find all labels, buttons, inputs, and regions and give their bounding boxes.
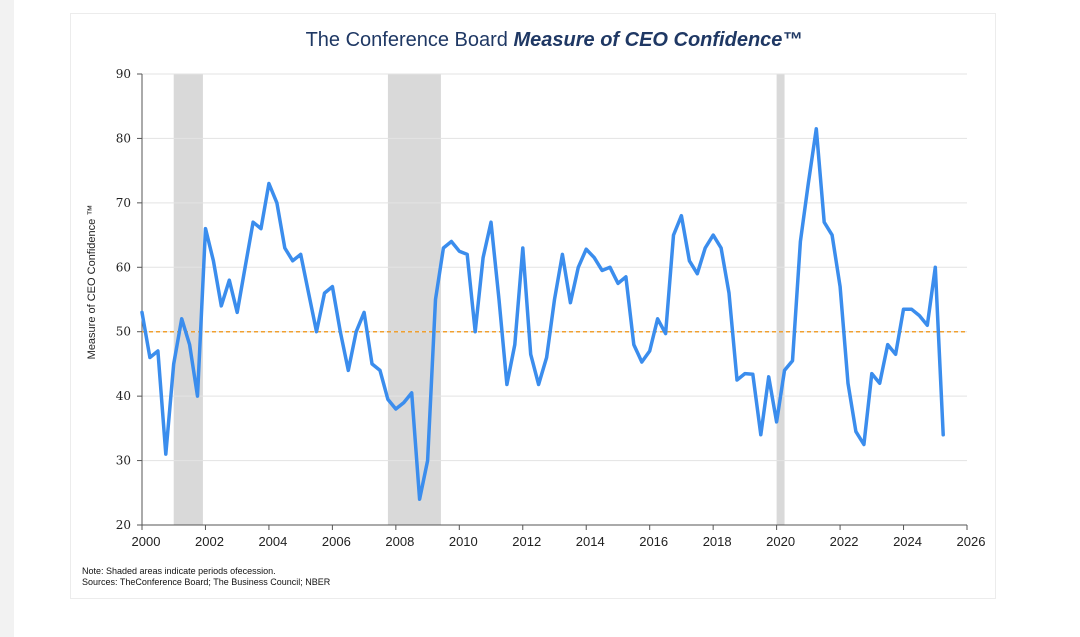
x-tick-label-2022: 2022 bbox=[830, 534, 859, 549]
x-tick-label-2016: 2016 bbox=[639, 534, 668, 549]
x-tick-label-2008: 2008 bbox=[385, 534, 414, 549]
y-tick-label-40: 40 bbox=[116, 389, 131, 403]
y-tick-label-90: 90 bbox=[116, 67, 131, 81]
recession-band-1 bbox=[387, 74, 441, 525]
x-tick-label-2014: 2014 bbox=[576, 534, 605, 549]
series-layer bbox=[140, 127, 945, 501]
chart-title-emphasis: Measure of CEO Confidence™ bbox=[513, 29, 803, 51]
chart-title: The Conference Board Measure of CEO Conf… bbox=[0, 29, 1080, 52]
y-tick-label-80: 80 bbox=[116, 131, 131, 145]
y-tick-label-50: 50 bbox=[116, 325, 131, 339]
x-tick-label-2010: 2010 bbox=[449, 534, 478, 549]
recession-band-2 bbox=[776, 74, 785, 525]
recession-band-0 bbox=[173, 74, 203, 525]
x-tick-label-2026: 2026 bbox=[957, 534, 986, 549]
x-tick-label-2018: 2018 bbox=[703, 534, 732, 549]
chart-note: Note: Shaded areas indicate periods ofec… bbox=[82, 566, 330, 588]
x-tick-label-2006: 2006 bbox=[322, 534, 351, 549]
recession-bands bbox=[173, 74, 785, 525]
gridlines bbox=[142, 73, 967, 462]
axes: 20 30 40 50 60 70 80 90 2000 2002 2004 2006 2008 2010… bbox=[116, 67, 986, 549]
x-tick-label-2012: 2012 bbox=[512, 534, 541, 549]
note-line-recession: Note: Shaded areas indicate periods ofec… bbox=[82, 566, 276, 576]
y-tick-label-20: 20 bbox=[116, 518, 131, 532]
series-line-0 bbox=[140, 127, 945, 501]
note-line-sources: Sources: TheConference Board; The Busine… bbox=[82, 577, 331, 587]
x-tick-label-2000: 2000 bbox=[132, 534, 161, 549]
x-tick-label-2024: 2024 bbox=[893, 534, 922, 549]
x-tick-label-2002: 2002 bbox=[195, 534, 224, 549]
chart-title-prefix: The Conference Board bbox=[305, 29, 514, 51]
x-tick-label-2004: 2004 bbox=[258, 534, 287, 549]
y-tick-label-60: 60 bbox=[116, 260, 131, 274]
y-axis-label: Measure of CEO Confidence ™ bbox=[86, 205, 98, 360]
y-tick-label-70: 70 bbox=[116, 196, 131, 210]
x-tick-label-2020: 2020 bbox=[766, 534, 795, 549]
y-axis-label-group: Measure of CEO Confidence ™ bbox=[86, 205, 98, 360]
y-tick-label-30: 30 bbox=[116, 454, 131, 468]
